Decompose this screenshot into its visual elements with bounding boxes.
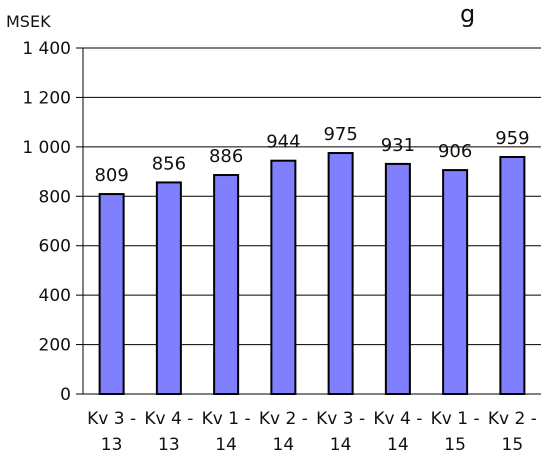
x-category-label: Kv 3 - 13 (87, 409, 136, 455)
x-category-label: Kv 1 - 14 (202, 409, 251, 455)
y-tick-label: 1 200 (22, 88, 71, 108)
x-category-label-line: Kv 1 - (431, 409, 480, 429)
y-tick-label: 1 400 (22, 39, 71, 59)
bar-value-label: 975 (323, 124, 357, 145)
bar-value-label: 856 (152, 153, 186, 174)
bar-value-label: 809 (94, 165, 128, 186)
bar (327, 152, 354, 395)
bar (442, 169, 469, 395)
x-category-label-line: 14 (330, 435, 352, 455)
x-category-label: Kv 2 - 14 (259, 409, 308, 455)
x-category-label-line: Kv 4 - (373, 409, 422, 429)
y-tick-label: 1 000 (22, 138, 71, 158)
x-category-label: Kv 3 - 14 (316, 409, 365, 455)
bar-value-label: 886 (209, 146, 243, 167)
bar (213, 174, 240, 395)
x-category-label-line: 14 (215, 435, 237, 455)
y-tick-label: 0 (60, 385, 71, 405)
x-category-label-line: 15 (502, 435, 524, 455)
x-category-label-line: Kv 2 - (259, 409, 308, 429)
chart-title-fragment: g (460, 0, 475, 28)
bar (384, 162, 411, 395)
y-tick-label: 800 (39, 187, 71, 207)
x-category-label: Kv 4 - 14 (373, 409, 422, 455)
bars (98, 152, 526, 395)
bar (270, 159, 297, 395)
x-category-label-line: Kv 4 - (144, 409, 193, 429)
bar-value-label: 931 (381, 135, 415, 156)
bar-value-label: 959 (495, 128, 529, 149)
x-category-label-line: 13 (158, 435, 180, 455)
x-category-label-line: 14 (273, 435, 295, 455)
x-category-label-line: 14 (387, 435, 409, 455)
data-labels: 809 856 886 944 975 931 906 959 (94, 124, 529, 186)
x-category-label: Kv 4 - 13 (144, 409, 193, 455)
gridlines (83, 47, 541, 346)
y-tick-labels: 0 200 400 600 800 1 000 1 200 1 400 (22, 39, 71, 405)
x-category-label-line: Kv 3 - (316, 409, 365, 429)
x-category-label-line: 15 (444, 435, 466, 455)
x-category-label-line: Kv 1 - (202, 409, 251, 429)
x-category-label-line: 13 (101, 435, 123, 455)
y-tick-label: 200 (39, 336, 71, 356)
y-tick-label: 400 (39, 286, 71, 306)
axes (76, 47, 541, 395)
bar (499, 155, 526, 395)
bar (155, 181, 182, 395)
bar (98, 193, 125, 395)
bar-value-label: 906 (438, 141, 472, 162)
x-category-label: Kv 2 - 15 (488, 409, 537, 455)
x-category-label-line: Kv 3 - (87, 409, 136, 429)
y-tick-label: 600 (39, 237, 71, 257)
bar-value-label: 944 (266, 132, 300, 153)
x-category-label-line: Kv 2 - (488, 409, 537, 429)
x-category-label: Kv 1 - 15 (431, 409, 480, 455)
x-tick-labels: Kv 3 - 13 Kv 4 - 13 Kv 1 - 14 Kv 2 - 14 Kv 3 - 14… (87, 409, 537, 455)
y-axis-unit-label: MSEK (6, 12, 51, 31)
